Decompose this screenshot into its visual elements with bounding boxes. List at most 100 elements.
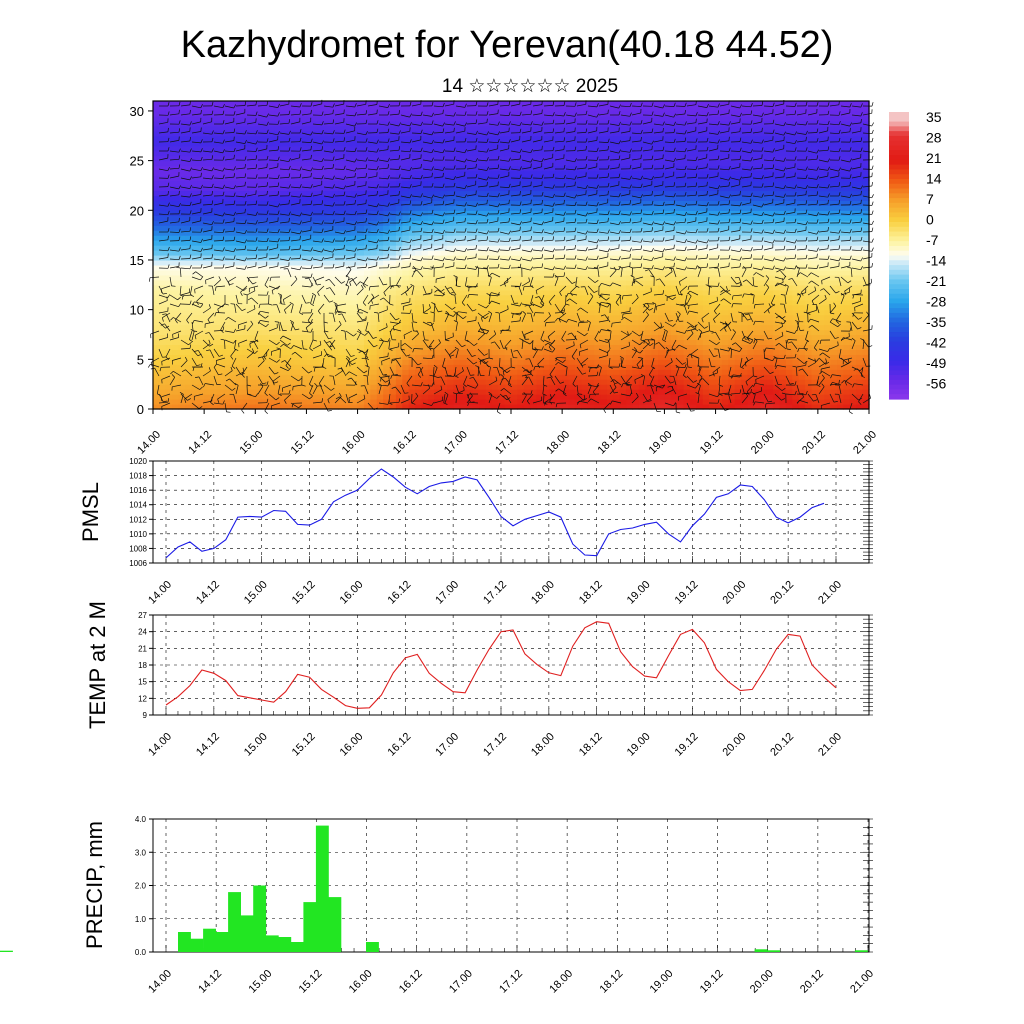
temperature-cell — [530, 329, 538, 336]
temperature-cell — [287, 284, 295, 291]
temperature-cell — [402, 155, 410, 162]
temperature-cell — [594, 195, 602, 201]
temperature-cell — [236, 279, 244, 286]
temperature-cell — [248, 384, 256, 390]
temperature-cell — [287, 105, 295, 112]
temperature-cell — [600, 175, 608, 182]
temperature-cell — [376, 140, 384, 147]
temperature-cell — [440, 309, 448, 316]
temperature-cell — [197, 120, 205, 127]
temperature-cell — [312, 155, 320, 162]
temperature-cell — [344, 250, 352, 256]
temperature-cell — [562, 269, 570, 276]
temperature-cell — [402, 354, 410, 360]
temperature-cell — [280, 264, 288, 271]
temperature-cell — [274, 264, 282, 271]
temperature-cell — [447, 150, 455, 157]
temperature-cell — [453, 250, 461, 256]
temperature-cell — [312, 329, 320, 336]
temperature-cell — [606, 404, 614, 410]
temperature-cell — [204, 289, 212, 296]
temperature-cell — [606, 225, 614, 231]
temperature-cell — [153, 110, 160, 117]
temperature-cell — [408, 165, 416, 172]
temperature-cell — [606, 324, 614, 331]
temperature-cell — [248, 334, 256, 341]
temperature-cell — [376, 105, 384, 112]
temperature-cell — [338, 289, 346, 296]
temperature-cell — [351, 334, 359, 341]
temperature-cell — [459, 120, 467, 127]
temperature-cell — [517, 205, 525, 211]
temperature-cell — [172, 130, 180, 137]
temperature-cell — [197, 180, 205, 187]
temperature-cell — [300, 274, 308, 281]
temperature-cell — [511, 215, 518, 221]
temperature-cell — [479, 289, 487, 296]
temperature-cell — [261, 284, 269, 291]
temperature-cell — [447, 195, 455, 201]
temperature-cell — [287, 255, 295, 261]
temperature-cell — [242, 374, 250, 380]
temperature-cell — [491, 274, 499, 281]
temperature-cell — [587, 389, 595, 395]
temperature-cell — [319, 215, 327, 221]
temperature-cell — [395, 354, 403, 360]
temperature-cell — [645, 304, 653, 311]
temperature-cell — [594, 259, 602, 266]
temperature-cell — [638, 384, 646, 390]
temperature-cell — [319, 389, 327, 395]
temperature-cell — [229, 245, 237, 251]
temperature-cell — [274, 150, 282, 157]
temperature-cell — [421, 160, 429, 167]
temperature-cell — [536, 245, 544, 251]
temperature-cell — [568, 274, 576, 281]
temperature-cell — [261, 384, 269, 390]
temperature-cell — [421, 101, 429, 107]
temperature-cell — [357, 205, 365, 211]
temperature-cell — [306, 180, 314, 187]
temperature-cell — [178, 394, 186, 400]
temperature-cell — [344, 289, 352, 296]
temperature-cell — [248, 314, 256, 321]
temperature-cell — [383, 140, 391, 147]
temperature-cell — [255, 299, 263, 306]
temperature-cell — [632, 195, 640, 201]
temperature-cell — [523, 205, 531, 211]
temperature-cell — [485, 185, 493, 192]
temperature-cell — [613, 404, 621, 410]
temperature-cell — [600, 279, 608, 286]
temperature-cell — [268, 210, 276, 216]
temperature-cell — [357, 160, 365, 167]
temperature-cell — [383, 289, 391, 296]
temperature-cell — [300, 190, 308, 196]
temperature-cell — [632, 289, 640, 296]
temperature-cell — [383, 314, 391, 321]
temperature-cell — [453, 145, 461, 152]
temperature-cell — [581, 105, 589, 112]
temperature-cell — [389, 195, 397, 201]
temperature-cell — [172, 235, 180, 241]
temperature-cell — [626, 160, 634, 167]
temperature-cell — [638, 105, 646, 112]
temperature-cell — [395, 120, 403, 127]
temperature-cell — [223, 155, 231, 162]
temperature-cell — [651, 185, 659, 192]
temperature-cell — [395, 180, 403, 187]
temperature-cell — [338, 259, 346, 266]
temperature-cell — [159, 170, 167, 177]
temperature-cell — [184, 294, 192, 301]
temperature-cell — [357, 180, 365, 187]
temperature-cell — [504, 220, 512, 226]
temperature-cell — [389, 255, 397, 261]
temperature-cell — [261, 404, 269, 410]
temperature-cell — [562, 105, 570, 112]
temperature-cell — [606, 115, 614, 122]
temperature-cell — [568, 215, 576, 221]
temperature-cell — [344, 324, 352, 331]
temperature-cell — [312, 125, 320, 132]
temperature-cell — [523, 314, 531, 321]
temperature-cell — [536, 384, 544, 390]
temperature-cell — [485, 115, 493, 122]
